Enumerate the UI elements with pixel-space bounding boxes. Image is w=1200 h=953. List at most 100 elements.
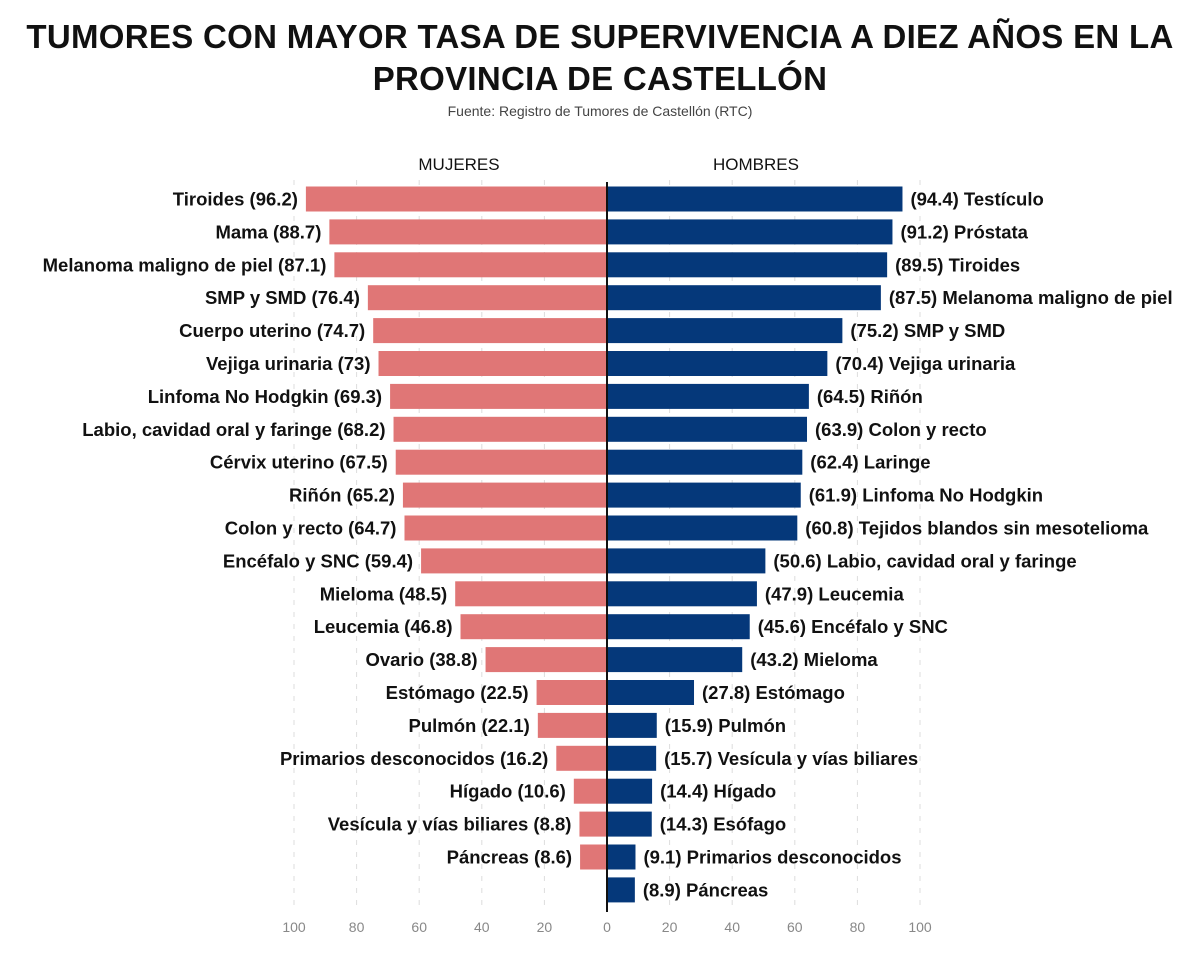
bar-mujeres	[556, 745, 607, 771]
bar-mujeres	[402, 482, 607, 508]
data-label: (15.9) Pulmón	[665, 715, 786, 736]
bar-hombres	[607, 548, 766, 574]
x-tick-label: 0	[603, 919, 611, 935]
x-tick-label: 40	[724, 919, 740, 935]
bar-mujeres	[536, 680, 607, 705]
data-label: Vesícula y vías biliares (8.8)	[328, 814, 572, 835]
bar-hombres	[607, 745, 657, 771]
data-label: Páncreas (8.6)	[447, 847, 572, 868]
chart-title: TUMORES CON MAYOR TASA DE SUPERVIVENCIA …	[26, 18, 1174, 97]
data-label: (64.5) Riñón	[817, 386, 923, 407]
x-tick-label: 60	[411, 919, 427, 935]
data-label: Leucemia (46.8)	[314, 616, 453, 637]
data-label: Linfoma No Hodgkin (69.3)	[148, 386, 382, 407]
data-label: Labio, cavidad oral y faringe (68.2)	[82, 419, 385, 440]
data-label: Primarios desconocidos (16.2)	[280, 748, 548, 769]
x-tick-label: 40	[474, 919, 490, 935]
data-label: (70.4) Vejiga urinaria	[835, 353, 1016, 374]
bar-hombres	[607, 647, 743, 673]
x-tick-label: 60	[787, 919, 803, 935]
data-label: (14.4) Hígado	[660, 781, 776, 802]
x-tick-label: 20	[537, 919, 553, 935]
x-tick-label: 100	[908, 919, 932, 935]
data-label: Hígado (10.6)	[450, 781, 566, 802]
bar-mujeres	[367, 285, 607, 311]
bar-hombres	[607, 219, 893, 245]
bar-mujeres	[455, 581, 607, 607]
bar-hombres	[607, 515, 798, 541]
bar-hombres	[607, 449, 803, 475]
data-label: Estómago (22.5)	[386, 682, 529, 703]
bar-mujeres	[395, 449, 607, 475]
bar-hombres	[607, 811, 652, 837]
data-label: Tiroides (96.2)	[173, 189, 298, 210]
data-label: (50.6) Labio, cavidad oral y faringe	[773, 550, 1076, 571]
series-header-hombres: HOMBRES	[713, 155, 799, 174]
bar-hombres	[607, 383, 809, 409]
bar-hombres	[607, 778, 653, 804]
bar-hombres	[607, 186, 903, 212]
x-tick-label: 100	[282, 919, 306, 935]
data-label: (89.5) Tiroides	[895, 254, 1020, 275]
data-label: (91.2) Próstata	[900, 221, 1028, 242]
data-label: Encéfalo y SNC (59.4)	[223, 550, 413, 571]
bar-hombres	[607, 581, 757, 607]
data-label: (9.1) Primarios desconocidos	[643, 847, 901, 868]
x-tick-label: 80	[349, 919, 365, 935]
x-tick-label: 20	[662, 919, 678, 935]
bar-mujeres	[390, 383, 607, 409]
data-label: (75.2) SMP y SMD	[850, 320, 1005, 341]
data-label: (47.9) Leucemia	[765, 583, 905, 604]
data-label: (43.2) Mieloma	[750, 649, 878, 670]
bar-mujeres	[393, 416, 607, 442]
bar-mujeres	[573, 778, 607, 804]
data-label: Pulmón (22.1)	[409, 715, 530, 736]
bar-mujeres	[404, 515, 607, 541]
data-label: Colon y recto (64.7)	[225, 518, 397, 539]
bar-mujeres	[334, 252, 607, 278]
chart-subtitle: Fuente: Registro de Tumores de Castellón…	[447, 103, 753, 119]
data-label: (62.4) Laringe	[810, 452, 930, 473]
bar-hombres	[607, 318, 843, 344]
bar-hombres	[607, 844, 636, 870]
data-label: Melanoma maligno de piel (87.1)	[43, 254, 327, 275]
bar-mujeres	[460, 614, 607, 640]
data-label: (61.9) Linfoma No Hodgkin	[809, 485, 1043, 506]
data-label: (94.4) Testículo	[910, 189, 1043, 210]
data-label: Mama (88.7)	[215, 221, 321, 242]
bar-mujeres	[373, 318, 607, 344]
bar-hombres	[607, 712, 657, 738]
series-header-mujeres: MUJERES	[418, 155, 499, 174]
data-label: (8.9) Páncreas	[643, 879, 768, 900]
bar-hombres	[607, 877, 635, 903]
data-label: (15.7) Vesícula y vías biliares	[664, 748, 918, 769]
bar-hombres	[607, 614, 750, 640]
data-label: (27.8) Estómago	[702, 682, 845, 703]
data-label: Mieloma (48.5)	[320, 583, 448, 604]
data-label: SMP y SMD (76.4)	[205, 287, 360, 308]
bar-hombres	[607, 252, 888, 278]
data-label: Ovario (38.8)	[365, 649, 477, 670]
x-tick-label: 80	[850, 919, 866, 935]
data-label: (45.6) Encéfalo y SNC	[758, 616, 948, 637]
bar-mujeres	[378, 351, 607, 376]
data-label: Vejiga urinaria (73)	[206, 353, 371, 374]
bar-mujeres	[305, 186, 607, 212]
bar-mujeres	[329, 219, 607, 245]
data-label: (60.8) Tejidos blandos sin mesotelioma	[805, 518, 1149, 539]
data-label: Riñón (65.2)	[289, 485, 395, 506]
bar-hombres	[607, 482, 801, 508]
data-label: (87.5) Melanoma maligno de piel	[889, 287, 1173, 308]
bar-mujeres	[579, 811, 607, 837]
bar-hombres	[607, 351, 828, 376]
data-label: Cérvix uterino (67.5)	[210, 452, 388, 473]
data-label: Cuerpo uterino (74.7)	[179, 320, 365, 341]
bar-mujeres	[537, 712, 607, 738]
bar-hombres	[607, 285, 881, 311]
data-label: (14.3) Esófago	[660, 814, 786, 835]
bar-mujeres	[485, 647, 607, 673]
bar-hombres	[607, 416, 808, 442]
bar-hombres	[607, 680, 695, 705]
bar-mujeres	[421, 548, 607, 574]
